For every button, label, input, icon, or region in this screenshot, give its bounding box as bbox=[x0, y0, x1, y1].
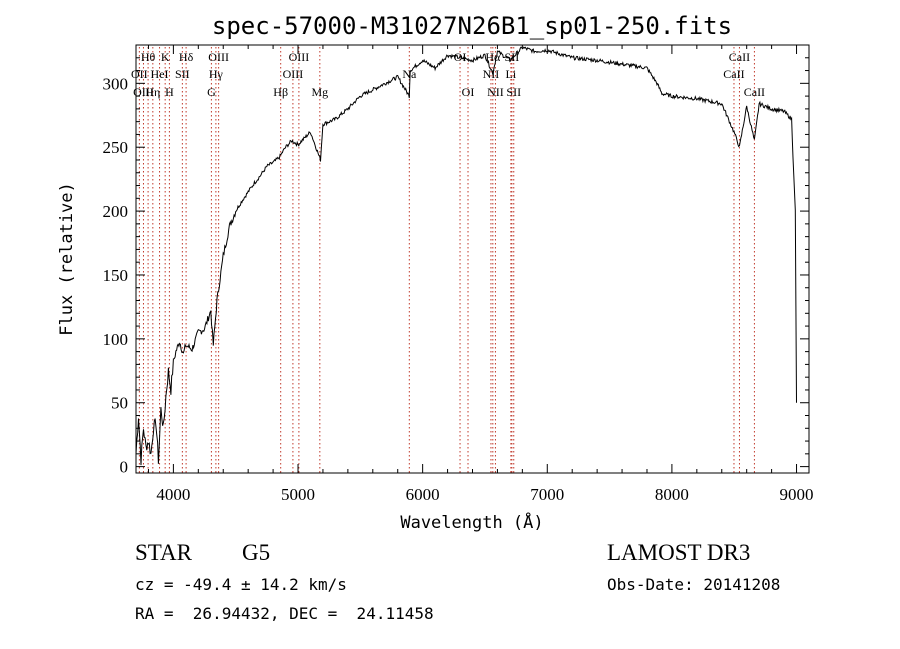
spectral-line-label: OIII bbox=[283, 67, 304, 81]
x-tick-label: 8000 bbox=[655, 485, 689, 504]
spectral-line-label: Mg bbox=[311, 85, 328, 99]
y-tick-label: 250 bbox=[103, 138, 129, 157]
object-class: STAR bbox=[135, 540, 192, 565]
spectral-line-label: Hγ bbox=[209, 67, 224, 81]
y-axis-label: Flux (relative) bbox=[57, 182, 77, 336]
spectral-line-label: OII bbox=[131, 67, 148, 81]
spectral-line-label: H bbox=[165, 85, 174, 99]
spectral-line-label: HeI bbox=[151, 67, 169, 81]
spectral-line-label: K bbox=[161, 50, 170, 64]
spectral-line-label: OIII bbox=[208, 50, 229, 64]
x-axis-label: Wavelength (Å) bbox=[400, 511, 543, 533]
y-tick-label: 0 bbox=[120, 458, 129, 477]
spectrum-series-line bbox=[135, 46, 797, 466]
spectral-line-label: NII bbox=[487, 85, 504, 99]
spectral-line-label: G bbox=[207, 85, 216, 99]
x-tick-label: 4000 bbox=[156, 485, 190, 504]
y-tick-label: 300 bbox=[103, 74, 129, 93]
plot-frame bbox=[135, 44, 810, 474]
survey-name: LAMOST DR3 bbox=[607, 540, 751, 565]
spectral-line-label: NII bbox=[483, 67, 500, 81]
spectral-line-label: SII bbox=[175, 67, 190, 81]
spectral-line-label: Hη bbox=[145, 85, 160, 99]
spectral-line-label: Hβ bbox=[273, 85, 288, 99]
axis-ticks: 4000 5000 6000 7000 8000 9000 0 50 100 150 200 250 3… bbox=[103, 45, 814, 504]
x-tick-label: 6000 bbox=[406, 485, 440, 504]
object-subclass: G5 bbox=[242, 540, 271, 565]
spectral-line-label: Hδ bbox=[179, 50, 194, 64]
chart-title: spec-57000-M31027N26B1_sp01-250.fits bbox=[212, 12, 732, 40]
x-tick-label: 5000 bbox=[281, 485, 315, 504]
spectral-line-label: CaII bbox=[744, 85, 765, 99]
x-tick-label: 9000 bbox=[780, 485, 814, 504]
spectral-line-label: OIII bbox=[133, 85, 154, 99]
spectral-line-label: CaII bbox=[729, 50, 750, 64]
spectral-line-label: OI bbox=[462, 85, 475, 99]
coordinates-text: RA = 26.94432, DEC = 24.11458 bbox=[135, 604, 434, 623]
spectral-line-label: SII bbox=[506, 85, 521, 99]
spectral-line-label: OIII bbox=[289, 50, 310, 64]
spectral-line-label: CaII bbox=[723, 67, 744, 81]
y-tick-label: 150 bbox=[103, 266, 129, 285]
redshift-text: cz = -49.4 ± 14.2 km/s bbox=[135, 575, 347, 594]
x-tick-label: 7000 bbox=[530, 485, 564, 504]
spectral-line-label: Hθ bbox=[141, 50, 156, 64]
spectral-line-label: SII bbox=[505, 50, 520, 64]
y-tick-label: 100 bbox=[103, 330, 129, 349]
obs-date: Obs-Date: 20141208 bbox=[607, 575, 781, 594]
y-tick-label: 200 bbox=[103, 202, 129, 221]
y-tick-label: 50 bbox=[111, 394, 128, 413]
spectral-line-markers bbox=[138, 47, 755, 473]
spectral-line-label: Li bbox=[506, 67, 517, 81]
